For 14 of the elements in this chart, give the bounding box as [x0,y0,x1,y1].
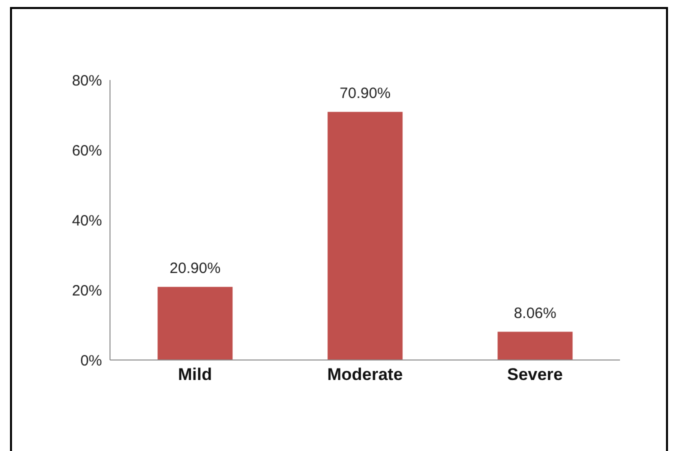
x-tick-label: Moderate [327,365,403,384]
x-tick-label: Mild [178,365,212,384]
data-label: 70.90% [340,84,391,102]
data-label: 20.90% [170,260,221,277]
y-tick-label: 60% [72,142,102,160]
bar [498,332,573,360]
y-tick-label: 0% [80,352,102,370]
bar [158,286,233,360]
y-tick-label: 80% [72,72,102,90]
y-tick-label: 40% [72,212,102,230]
x-tick-label: Severe [507,365,563,384]
data-label: 8.06% [514,304,556,322]
bar [328,112,403,360]
y-tick-label: 20% [72,282,102,300]
